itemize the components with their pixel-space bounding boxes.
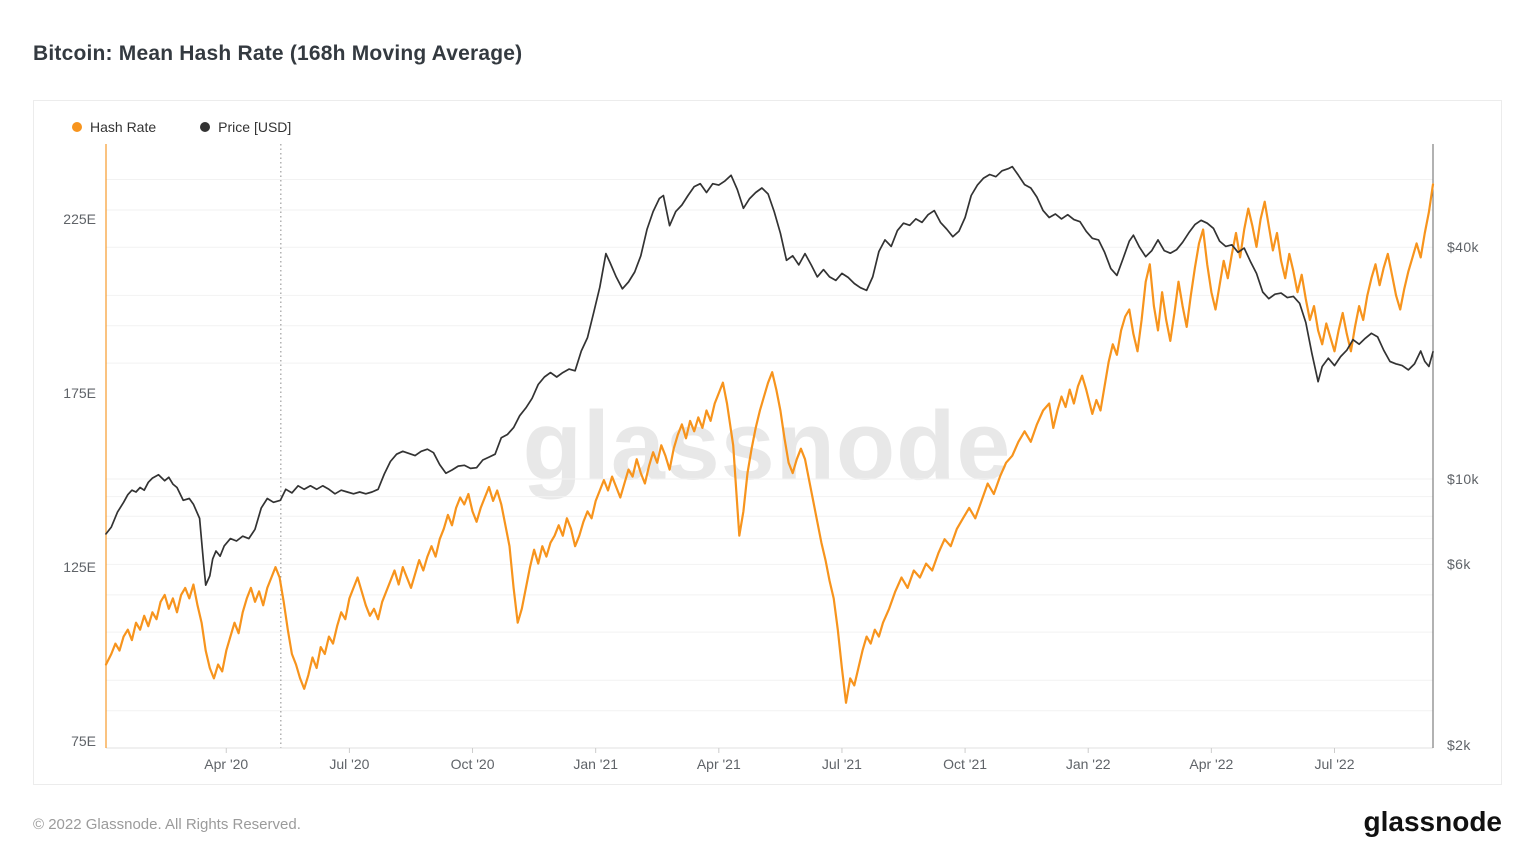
legend-item-hash-rate[interactable]: Hash Rate <box>72 119 156 135</box>
left-axis-label: 225E <box>63 211 96 228</box>
x-axis-label: Jan '21 <box>573 756 619 772</box>
chart-legend: Hash Rate Price [USD] <box>72 119 291 135</box>
x-axis-label: Oct '21 <box>943 756 988 772</box>
right-axis-label: $40k <box>1447 239 1479 256</box>
hash-rate-series-dot-icon <box>72 122 82 132</box>
copyright-text: © 2022 Glassnode. All Rights Reserved. <box>33 816 301 833</box>
x-axis-label: Jul '22 <box>1314 756 1355 772</box>
series-line-hash-rate[interactable] <box>104 183 1435 704</box>
left-axis-label: 175E <box>63 385 96 402</box>
x-axis-label: Apr '20 <box>204 756 249 772</box>
right-axis-label: $2k <box>1447 737 1471 753</box>
x-axis-label: Apr '22 <box>1189 756 1234 772</box>
x-axis-label: Jul '21 <box>821 756 862 772</box>
price-series-dot-icon <box>200 122 211 132</box>
right-axis-label: $10k <box>1447 470 1479 487</box>
x-axis-label: Jul '20 <box>329 756 370 772</box>
x-axis-label: Jan '22 <box>1065 756 1111 772</box>
x-axis-label: Oct '20 <box>450 756 495 772</box>
chart-canvas[interactable] <box>34 101 1501 784</box>
chart-title: Bitcoin: Mean Hash Rate (168h Moving Ave… <box>33 42 523 65</box>
legend-label-price-usd: Price [USD] <box>218 119 292 135</box>
chart-panel: glassnode Hash Rate Price [USD] 225E 175E… <box>33 100 1502 785</box>
x-axis-label: Apr '21 <box>696 756 741 772</box>
glassnode-logo: glassnode <box>1363 806 1502 837</box>
left-axis-label: 125E <box>63 559 96 576</box>
legend-label-hash-rate: Hash Rate <box>90 119 157 135</box>
left-axis-label: 75E <box>71 733 96 750</box>
series-line-price-usd[interactable] <box>105 165 1434 586</box>
right-axis-label: $6k <box>1447 556 1471 573</box>
legend-item-price-usd[interactable]: Price [USD] <box>200 119 291 135</box>
